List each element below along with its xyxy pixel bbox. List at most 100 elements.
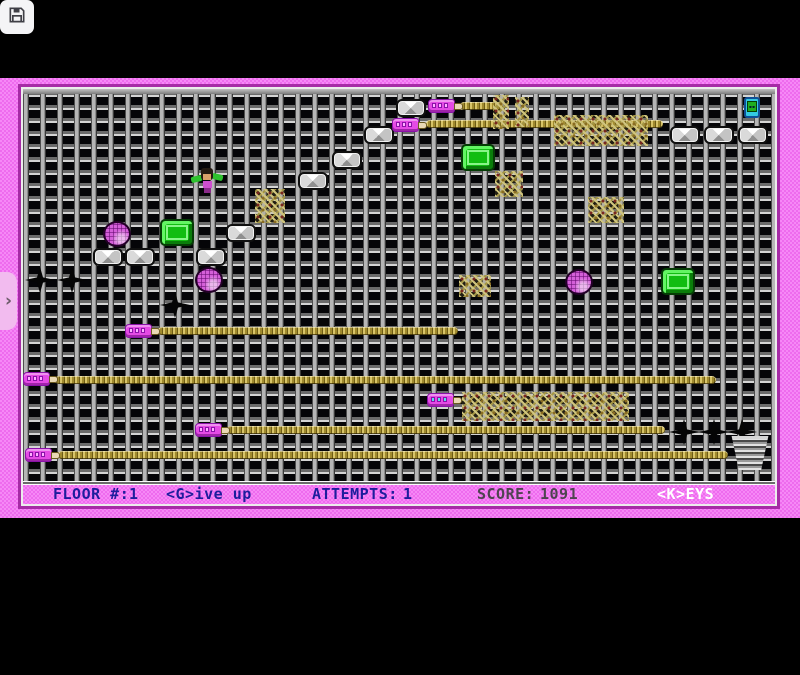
tank-window <box>141 328 145 333</box>
sidebar-expand-tab[interactable]: › <box>0 272 17 330</box>
letterbox-bottom <box>0 518 800 600</box>
tank-nose <box>49 376 58 383</box>
vent-block <box>704 126 734 144</box>
tank-nose <box>151 328 160 335</box>
keys-hint: <K>EYS <box>657 485 715 503</box>
vent-block <box>125 248 155 266</box>
hedge-block <box>459 275 491 297</box>
save-icon <box>7 5 27 29</box>
tank-window <box>396 122 400 127</box>
vent-block <box>93 248 123 266</box>
tank-window <box>33 376 37 381</box>
spike-star <box>669 419 699 445</box>
tank-window <box>432 103 436 108</box>
tank-window <box>41 452 45 457</box>
rope <box>55 376 716 384</box>
vent-block <box>332 151 362 169</box>
tank-window <box>438 103 442 108</box>
tank-nose <box>454 103 463 110</box>
rope <box>227 426 665 434</box>
game-frame-inner: FLOOR #: 1 <G>ive up ATTEMPTS: 1 SCORE: … <box>21 87 777 506</box>
hedge-block <box>255 189 285 223</box>
score-label: SCORE: <box>477 485 535 503</box>
score-value: 1091 <box>540 485 579 503</box>
tank-nose <box>221 427 230 434</box>
save-button[interactable] <box>0 0 34 34</box>
tank-window <box>444 103 448 108</box>
tank-sprite <box>125 323 160 340</box>
tank-window <box>443 397 447 402</box>
game-grid[interactable] <box>23 89 775 481</box>
tank-sprite <box>195 422 230 439</box>
vent-block <box>364 126 394 144</box>
tank-nose <box>418 122 427 129</box>
green-block <box>461 144 495 171</box>
floor-label: FLOOR #: <box>53 485 130 503</box>
game-window: FLOOR #: 1 <G>ive up ATTEMPTS: 1 SCORE: … <box>0 78 800 518</box>
give-up-hint: <G>ive up <box>166 485 252 503</box>
spike-star <box>699 419 729 445</box>
vent-block <box>738 126 768 144</box>
chevron-right-icon: › <box>4 291 12 311</box>
spike-star <box>25 267 55 293</box>
tank-sprite <box>427 392 462 409</box>
attempts-label: ATTEMPTS: <box>312 485 398 503</box>
tank-window <box>408 122 412 127</box>
gem-ball <box>103 221 131 247</box>
tank-window <box>211 427 215 432</box>
hedge-block <box>588 197 624 223</box>
hedge-block <box>462 392 629 421</box>
attempts-value: 1 <box>403 485 413 503</box>
player-sprite <box>190 167 224 195</box>
game-frame: FLOOR #: 1 <G>ive up ATTEMPTS: 1 SCORE: … <box>18 84 780 509</box>
letterbox-top <box>0 0 800 78</box>
tank-nose <box>453 397 462 404</box>
top-beam <box>23 89 775 94</box>
green-block <box>160 219 194 246</box>
rope <box>426 120 663 128</box>
tank-window <box>205 427 209 432</box>
tank-window <box>135 328 139 333</box>
spike-star <box>160 292 190 318</box>
vent-block <box>196 248 226 266</box>
spike-star <box>57 267 87 293</box>
floor-value: 1 <box>129 485 139 503</box>
screen: { "chrome": { "save_icon": "floppy-disk"… <box>0 0 800 600</box>
gem-ball <box>565 269 593 295</box>
tank-window <box>35 452 39 457</box>
hedge-block <box>495 171 523 197</box>
hedge-block <box>554 115 648 146</box>
green-block <box>661 268 695 295</box>
vent-block <box>298 172 328 190</box>
vent-block <box>670 126 700 144</box>
rope <box>460 102 503 110</box>
hedge-block <box>515 97 529 127</box>
gem-ball <box>195 267 223 293</box>
tank-window <box>29 452 33 457</box>
tank-nose <box>51 452 60 459</box>
status-divider <box>23 481 775 485</box>
hedge-block <box>493 95 509 129</box>
tank-sprite <box>428 98 463 115</box>
tank-sprite <box>392 117 427 134</box>
tank-window <box>39 376 43 381</box>
tank-window <box>437 397 441 402</box>
status-bar: FLOOR #: 1 <G>ive up ATTEMPTS: 1 SCORE: … <box>23 485 775 504</box>
rope <box>58 451 728 459</box>
tank-sprite <box>25 447 60 464</box>
rope <box>158 327 458 335</box>
tank-window <box>199 427 203 432</box>
vent-block <box>226 224 256 242</box>
tank-sprite <box>23 371 58 388</box>
tank-window <box>402 122 406 127</box>
tv-sprite <box>744 97 760 118</box>
tank-window <box>431 397 435 402</box>
vent-block <box>396 99 426 117</box>
player-face <box>203 174 211 180</box>
player-torso <box>203 181 212 188</box>
tank-window <box>27 376 31 381</box>
player-legs <box>204 188 211 193</box>
tv-screen <box>747 101 757 112</box>
tank-window <box>129 328 133 333</box>
trash-basket <box>731 436 769 470</box>
